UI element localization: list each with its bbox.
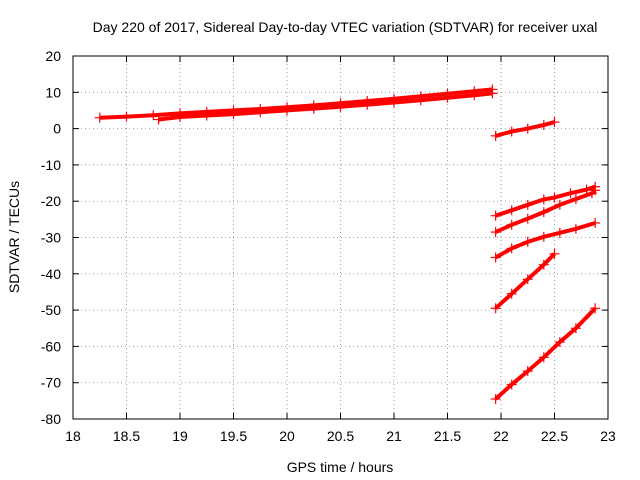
y-tick-label: -80 <box>41 411 61 427</box>
data-point <box>522 123 533 134</box>
data-point <box>590 217 601 228</box>
y-tick-label: 0 <box>53 121 61 137</box>
data-point <box>469 90 480 101</box>
x-tick-label: 19 <box>172 428 188 444</box>
data-point <box>228 109 239 120</box>
data-point <box>549 192 560 203</box>
series-trace <box>494 188 597 234</box>
data-point <box>565 188 576 199</box>
series-trace <box>494 221 596 260</box>
series-trace <box>494 184 596 218</box>
data-series <box>153 88 498 125</box>
data-point <box>570 223 581 234</box>
data-point <box>506 379 517 390</box>
data-point <box>506 219 517 230</box>
data-point <box>522 213 533 224</box>
y-tick-label: -40 <box>41 266 61 282</box>
data-point <box>581 184 592 195</box>
x-tick-label: 22 <box>493 428 509 444</box>
data-point <box>554 199 565 210</box>
x-tick-label: 19.5 <box>220 428 247 444</box>
data-point <box>554 337 565 348</box>
data-point <box>538 194 549 205</box>
data-point <box>442 92 453 103</box>
x-tick-label: 18 <box>65 428 81 444</box>
data-point <box>590 185 601 196</box>
data-point <box>590 303 601 314</box>
y-tick-label: -30 <box>41 230 61 246</box>
x-tick-label: 21.5 <box>434 428 461 444</box>
data-point <box>570 194 581 205</box>
data-point <box>522 366 533 377</box>
data-point <box>506 243 517 254</box>
series-trace <box>494 252 556 310</box>
y-tick-label: 10 <box>45 84 61 100</box>
y-tick-label: -70 <box>41 375 61 391</box>
data-point <box>506 288 517 299</box>
data-point <box>490 252 501 263</box>
y-tick-label: -20 <box>41 193 61 209</box>
data-point <box>487 88 498 99</box>
x-tick-label: 22.5 <box>541 428 568 444</box>
data-point <box>94 112 105 123</box>
data-point <box>506 205 517 216</box>
data-point <box>255 107 266 118</box>
data-point <box>121 111 132 122</box>
series-trace <box>494 306 597 401</box>
data-point <box>522 236 533 247</box>
y-tick-label: -60 <box>41 338 61 354</box>
x-tick-label: 21 <box>386 428 402 444</box>
data-series <box>490 303 601 405</box>
data-point <box>389 97 399 108</box>
x-tick-label: 18.5 <box>113 428 140 444</box>
y-tick-label: 20 <box>45 48 61 64</box>
data-point <box>490 394 501 405</box>
y-tick-label: -10 <box>41 157 61 173</box>
data-point <box>554 227 565 238</box>
data-series <box>490 248 560 314</box>
data-point <box>175 111 185 122</box>
data-point <box>282 105 292 116</box>
data-series <box>490 185 601 238</box>
data-point <box>490 303 501 314</box>
data-point <box>490 210 501 221</box>
data-point <box>522 199 533 210</box>
data-point <box>201 110 212 121</box>
data-series <box>490 217 601 263</box>
data-point <box>538 119 549 130</box>
data-series <box>94 84 498 123</box>
x-axis-label: GPS time / hours <box>287 459 394 475</box>
data-point <box>362 99 373 110</box>
x-tick-label: 20 <box>279 428 295 444</box>
x-tick-label: 23 <box>600 428 616 444</box>
data-series-layer <box>94 84 601 405</box>
data-point <box>549 117 560 128</box>
data-point <box>538 207 549 218</box>
series-trace <box>99 87 493 120</box>
data-point <box>538 352 549 363</box>
data-point <box>522 274 533 285</box>
data-point <box>506 126 517 137</box>
data-point <box>490 130 501 141</box>
data-series <box>490 117 560 141</box>
y-tick-label: -50 <box>41 302 61 318</box>
x-tick-label: 20.5 <box>327 428 354 444</box>
data-point <box>538 259 549 270</box>
data-point <box>153 114 164 125</box>
data-point <box>490 227 501 238</box>
data-point <box>538 231 549 242</box>
plot-frame <box>72 55 609 420</box>
data-point <box>549 248 560 259</box>
chart-title: Day 220 of 2017, Sidereal Day-to-day VTE… <box>93 19 598 35</box>
data-point <box>148 110 159 121</box>
axes: 18 18.5 19 19.5 20 20.5 21 21.5 22 22.5 23 -80 -70 -6… <box>41 48 616 444</box>
data-point <box>570 323 581 334</box>
y-axis-label: SDTVAR / TECUs <box>6 181 22 293</box>
data-point <box>415 95 426 106</box>
data-point <box>308 103 319 114</box>
data-point <box>335 101 346 112</box>
